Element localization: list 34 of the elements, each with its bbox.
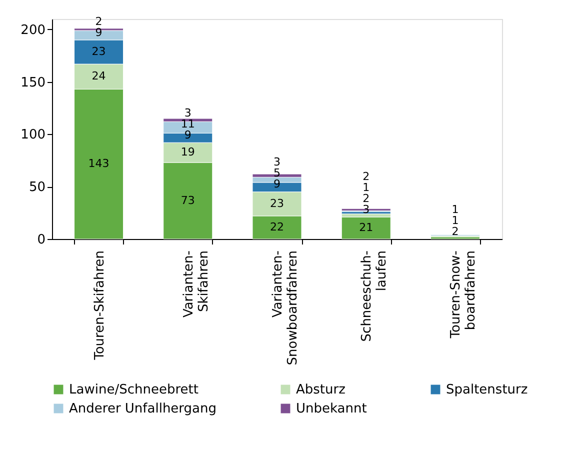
data-label: 2: [95, 14, 102, 28]
y-tick-label: 100: [20, 128, 46, 143]
x-tick-label: Schneeschuh- laufen: [360, 250, 390, 342]
data-label: 2: [362, 170, 370, 183]
data-label: 23: [270, 196, 284, 210]
data-label: 24: [92, 70, 106, 83]
data-label: 22: [270, 220, 284, 234]
legend-label: Unbekannt: [296, 402, 367, 416]
data-label: 2: [362, 192, 370, 205]
data-label: 23: [92, 45, 106, 58]
y-tick-label: 200: [20, 22, 46, 38]
legend-label: Absturz: [296, 382, 346, 398]
bar: [341, 216, 391, 240]
data-label: 3: [184, 106, 192, 120]
y-tick-label: 0: [37, 232, 46, 248]
data-label: 73: [180, 194, 195, 207]
legend-label: Lawine/Schneebrett: [69, 382, 198, 398]
y-tick-label: 50: [28, 180, 46, 196]
data-label: 2: [452, 224, 459, 238]
data-label: 1: [452, 202, 459, 216]
x-tick-label: Varianten- Snowboardfahren: [270, 250, 300, 366]
data-label: 21: [359, 221, 374, 234]
data-label: 11: [180, 117, 195, 130]
legend-label: Spaltensturz: [446, 382, 528, 398]
data-label: 143: [88, 157, 110, 170]
data-label: 3: [274, 156, 280, 169]
x-tick-label: Touren-Skifahren: [92, 250, 108, 361]
data-label: 9: [95, 26, 102, 39]
y-tick-label: 150: [20, 75, 46, 90]
data-label: 19: [180, 146, 195, 159]
x-tick-label: Varianten- Skifahren: [181, 250, 212, 318]
data-label: 1: [362, 180, 370, 194]
data-label: 1: [452, 214, 459, 227]
legend-label: Anderer Unfallhergang: [69, 402, 217, 416]
